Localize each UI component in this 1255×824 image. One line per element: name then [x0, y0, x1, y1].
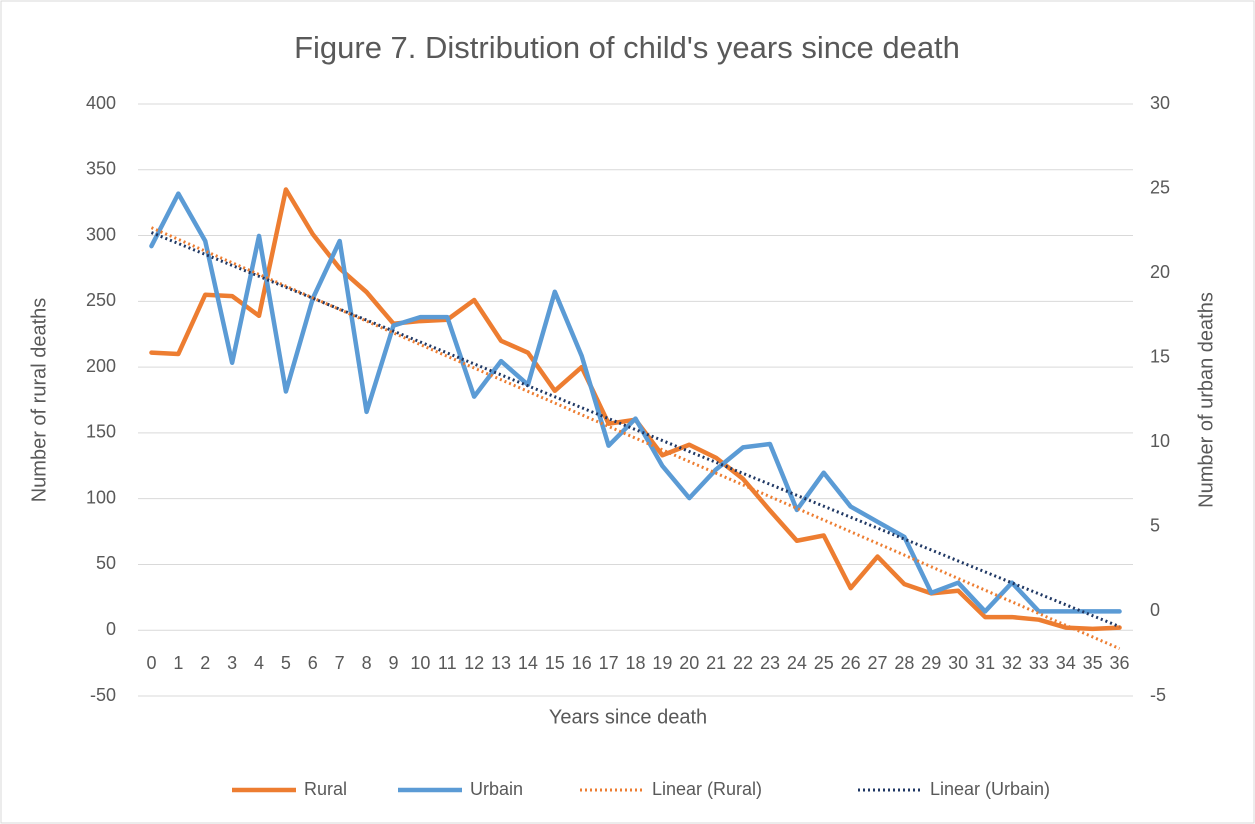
x-tick-label: 22 — [733, 653, 753, 673]
x-tick-label: 20 — [679, 653, 699, 673]
y-tick-label: 0 — [106, 619, 116, 639]
x-tick-label: 34 — [1056, 653, 1076, 673]
legend-label: Linear (Rural) — [652, 779, 762, 799]
x-tick-label: 31 — [975, 653, 995, 673]
trend-line — [150, 226, 1121, 651]
chart-title: Figure 7. Distribution of child's years … — [294, 30, 960, 65]
legend-label: Rural — [304, 779, 347, 799]
y2-tick-label: 30 — [1150, 93, 1170, 113]
y-tick-label: 400 — [86, 93, 116, 113]
x-tick-label: 19 — [652, 653, 672, 673]
y-tick-label: 250 — [86, 290, 116, 310]
x-tick-label: 27 — [868, 653, 888, 673]
y-tick-label: -50 — [90, 685, 116, 705]
legend-label: Urbain — [470, 779, 523, 799]
x-tick-label: 9 — [388, 653, 398, 673]
x-tick-label: 6 — [308, 653, 318, 673]
y2-tick-label: 20 — [1150, 262, 1170, 282]
y-tick-label: 50 — [96, 553, 116, 573]
x-tick-label: 24 — [787, 653, 807, 673]
y2-tick-label: 5 — [1150, 516, 1160, 536]
y2-tick-label: 25 — [1150, 177, 1170, 197]
x-tick-label: 5 — [281, 653, 291, 673]
x-tick-label: 26 — [841, 653, 861, 673]
y-axis-title: Number of rural deaths — [28, 298, 50, 503]
x-tick-label: 32 — [1002, 653, 1022, 673]
x-tick-label: 16 — [572, 653, 592, 673]
x-tick-label: 13 — [491, 653, 511, 673]
x-tick-label: 3 — [227, 653, 237, 673]
x-tick-label: 0 — [146, 653, 156, 673]
x-axis-title: Years since death — [549, 706, 707, 728]
x-tick-label: 12 — [464, 653, 484, 673]
x-tick-label: 15 — [545, 653, 565, 673]
x-tick-label: 35 — [1083, 653, 1103, 673]
x-tick-label: 25 — [814, 653, 834, 673]
y2-tick-label: 10 — [1150, 431, 1170, 451]
x-tick-label: 1 — [173, 653, 183, 673]
y2-axis-title: Number of urban deaths — [1195, 292, 1217, 508]
x-tick-label: 36 — [1110, 653, 1130, 673]
y-tick-label: 100 — [86, 487, 116, 507]
x-tick-label: 10 — [410, 653, 430, 673]
trend-line — [150, 231, 1121, 629]
x-tick-label: 8 — [362, 653, 372, 673]
x-tick-label: 11 — [438, 653, 457, 673]
x-tick-label: 33 — [1029, 653, 1049, 673]
y-tick-label: 200 — [86, 356, 116, 376]
y-tick-label: 350 — [86, 159, 116, 179]
y2-tick-label: 15 — [1150, 346, 1170, 366]
x-tick-label: 2 — [200, 653, 210, 673]
y-tick-label: 300 — [86, 224, 116, 244]
x-tick-label: 14 — [518, 653, 538, 673]
x-tick-label: 21 — [706, 653, 726, 673]
x-tick-label: 29 — [921, 653, 941, 673]
x-tick-label: 7 — [335, 653, 345, 673]
x-tick-label: 18 — [625, 653, 645, 673]
x-tick-label: 30 — [948, 653, 968, 673]
x-tick-label: 23 — [760, 653, 780, 673]
y2-tick-label: -5 — [1150, 685, 1166, 705]
x-tick-label: 28 — [894, 653, 914, 673]
x-tick-label: 17 — [599, 653, 619, 673]
x-tick-label: 4 — [254, 653, 264, 673]
legend-label: Linear (Urbain) — [930, 779, 1050, 799]
y-tick-label: 150 — [86, 422, 116, 442]
y2-tick-label: 0 — [1150, 600, 1160, 620]
